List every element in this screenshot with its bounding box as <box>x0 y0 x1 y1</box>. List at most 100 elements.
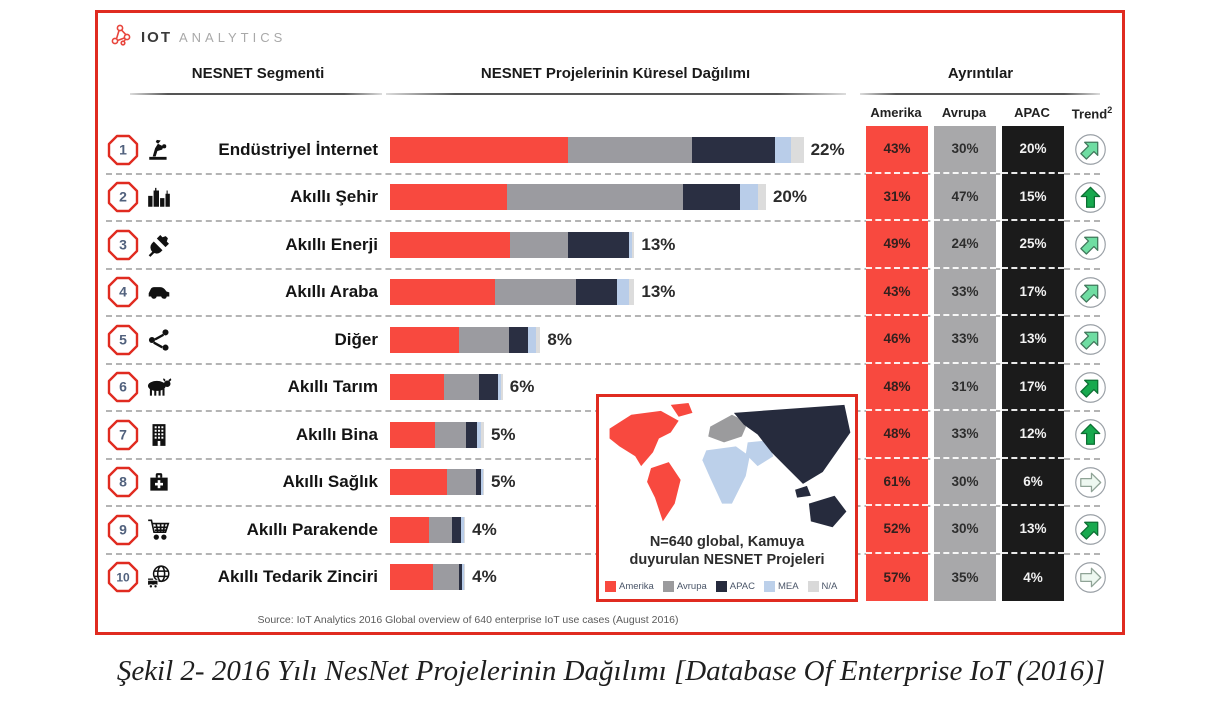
bar-zone: 6% <box>390 374 860 401</box>
total-percent: 22% <box>810 139 845 159</box>
svg-text:6: 6 <box>119 379 127 395</box>
brand-iot-text: IOT <box>141 29 172 46</box>
bar-zone: 20% <box>390 184 860 211</box>
amerika-value: 31% <box>866 173 928 221</box>
trend-icon <box>1064 466 1116 499</box>
avrupa-value: 33% <box>934 411 996 459</box>
map-caption: N=640 global, Kamuya duyurulan NESNET Pr… <box>629 533 825 568</box>
total-percent: 5% <box>490 472 516 492</box>
segment-icon <box>140 422 178 448</box>
rank-badge: 8 <box>106 466 140 498</box>
trend-icon <box>1064 418 1116 451</box>
trend-icon <box>1064 133 1116 166</box>
legend-label: APAC <box>729 581 755 592</box>
segment-icon <box>140 184 178 210</box>
total-percent: 6% <box>509 377 535 397</box>
apac-value: 4% <box>1002 553 1064 601</box>
map-legend-item: Avrupa <box>662 581 707 592</box>
legend-swatch <box>605 581 616 592</box>
total-percent: 20% <box>772 187 807 207</box>
trend-column-label: Trend2 <box>1071 105 1113 122</box>
legend-swatch <box>715 581 727 592</box>
avrupa-value: 30% <box>934 126 996 174</box>
segment-label: Akıllı Bina <box>295 424 378 444</box>
total-percent: 13% <box>641 282 676 302</box>
iot-analytics-logo: IOT ANALYTICS <box>110 23 286 52</box>
stacked-bar <box>390 136 804 163</box>
brand-analytics-text: ANALYTICS <box>179 30 287 45</box>
segment-icon <box>140 469 178 495</box>
segment-icon <box>140 232 178 258</box>
stacked-bar <box>390 279 635 306</box>
avrupa-value: 31% <box>934 363 996 411</box>
avrupa-value: 30% <box>934 506 996 554</box>
segment-icon <box>140 564 178 590</box>
segment-label: Endüstriyel İnternet <box>218 139 378 159</box>
trend-icon <box>1064 323 1116 356</box>
rank-badge: 2 <box>106 181 140 213</box>
trend-icon <box>1064 181 1116 214</box>
bar-zone: 4% <box>390 516 860 543</box>
apac-column-label: APAC <box>1014 105 1050 120</box>
rank-badge: 6 <box>106 371 140 403</box>
apac-value: 25% <box>1002 221 1064 269</box>
amerika-value: 43% <box>866 268 928 316</box>
legend-swatch <box>662 581 674 592</box>
avrupa-value: 33% <box>934 316 996 364</box>
stacked-bar <box>390 421 484 448</box>
trend-icon <box>1064 228 1116 261</box>
rank-badge: 4 <box>106 276 140 308</box>
segment-header-underline <box>130 93 382 95</box>
figure-caption: Şekil 2- 2016 Yılı NesNet Projelerinin D… <box>116 655 1106 687</box>
trend-icon <box>1064 561 1116 594</box>
apac-value: 13% <box>1002 316 1064 364</box>
segment-label: Akıllı Enerji <box>285 234 378 254</box>
apac-value: 13% <box>1002 506 1064 554</box>
segment-label: Akıllı Tarım <box>287 377 378 397</box>
amerika-value: 57% <box>866 553 928 601</box>
stacked-bar <box>390 374 503 401</box>
rank-badge: 10 <box>106 561 140 593</box>
amerika-value: 49% <box>866 221 928 269</box>
segment-label: Akıllı Tedarik Zinciri <box>217 567 378 587</box>
total-percent: 4% <box>472 567 497 587</box>
details-column-header: Ayrıntılar <box>947 65 1014 82</box>
stacked-bar <box>390 231 635 258</box>
figure-panel: IOT ANALYTICS NESNET Segmenti NESNET Pro… <box>95 10 1125 635</box>
bar-zone: 13% <box>390 231 860 258</box>
svg-text:10: 10 <box>116 571 130 585</box>
stacked-bar <box>390 326 541 353</box>
trend-icon <box>1064 276 1116 309</box>
svg-text:3: 3 <box>119 236 127 252</box>
legend-swatch <box>763 581 775 592</box>
svg-text:2: 2 <box>119 189 127 205</box>
segment-rows: 1 Endüstriyel İnternet 22% 43% 30% 20% 2… <box>98 126 1120 601</box>
stacked-bar <box>390 184 766 211</box>
world-map-graphic <box>609 402 851 528</box>
rank-badge: 9 <box>106 514 140 546</box>
total-percent: 5% <box>490 424 516 444</box>
table-row: 4 Akıllı Araba 13% 43% 33% 17% <box>98 268 1120 317</box>
trend-icon <box>1064 513 1116 546</box>
map-legend-item: Amerika <box>605 581 654 592</box>
details-header-underline <box>860 93 1100 95</box>
segment-label: Akıllı Sağlık <box>282 472 378 492</box>
apac-value: 17% <box>1002 268 1064 316</box>
stacked-bar <box>390 469 484 496</box>
total-percent: 13% <box>641 234 676 254</box>
svg-text:7: 7 <box>119 426 127 442</box>
legend-label: Avrupa <box>676 581 707 592</box>
table-row: 3 Akıllı Enerji 13% 49% 24% 25% <box>98 221 1120 269</box>
segment-icon <box>140 517 178 543</box>
segment-icon <box>140 374 178 400</box>
stacked-bar <box>390 564 466 591</box>
bar-zone: 13% <box>390 279 860 306</box>
apac-value: 12% <box>1002 411 1064 459</box>
svg-text:4: 4 <box>119 284 127 300</box>
legend-label: Amerika <box>619 581 654 592</box>
apac-value: 15% <box>1002 173 1064 221</box>
map-legend-item: MEA <box>763 581 799 592</box>
distribution-header-underline <box>386 93 846 95</box>
svg-text:1: 1 <box>119 141 127 157</box>
bar-zone: 8% <box>390 326 860 353</box>
